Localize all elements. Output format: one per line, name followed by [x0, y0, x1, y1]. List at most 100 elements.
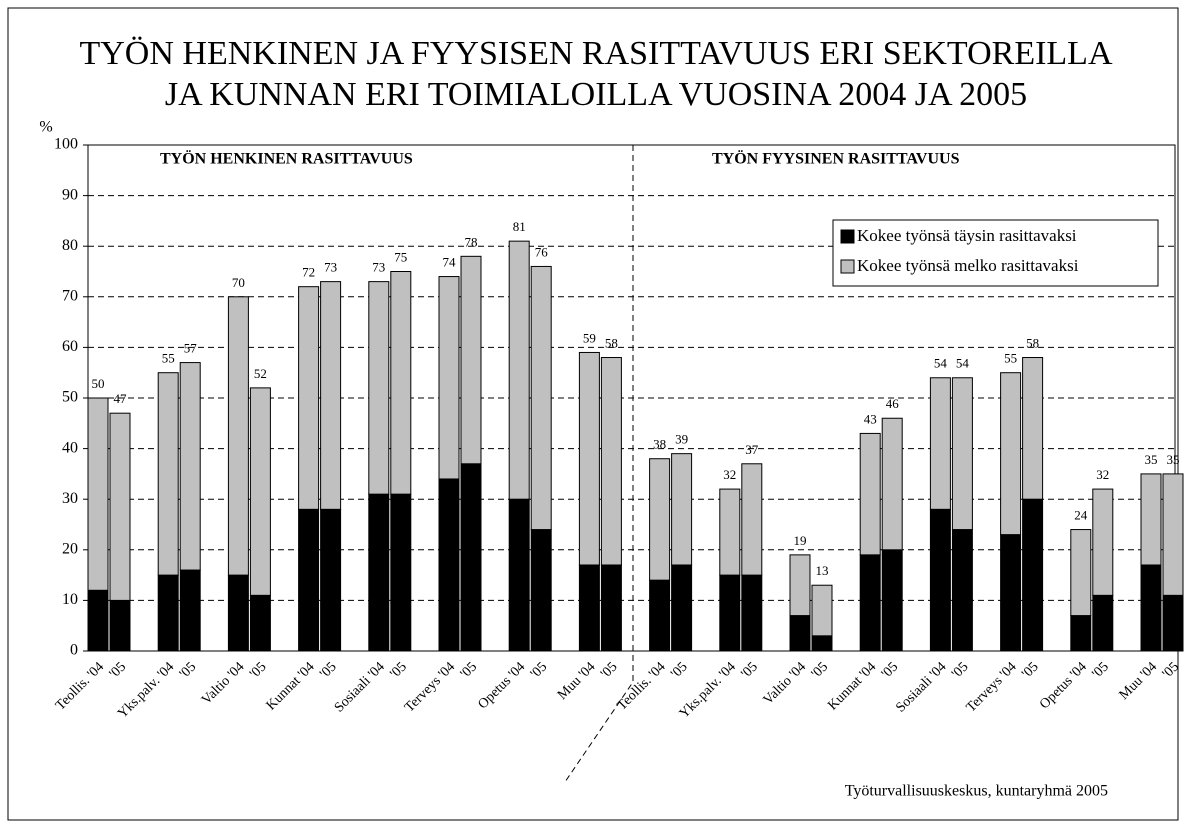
data-label: 74: [443, 255, 457, 270]
bar-segment: [227, 296, 249, 576]
x-tick-label: '05: [1019, 659, 1041, 681]
y-tick-label: 60: [62, 338, 78, 355]
bar-segment: [320, 508, 342, 652]
bar-segment: [951, 377, 973, 531]
bar-segment: [109, 599, 131, 652]
x-tick-label: Kunnat '04: [264, 659, 318, 713]
bar-segment: [530, 265, 552, 531]
y-tick-label: 10: [62, 591, 78, 608]
bar-segment: [390, 493, 412, 652]
data-label: 58: [1026, 336, 1039, 351]
y-tick-label: 30: [62, 490, 78, 507]
bar-segment: [578, 351, 600, 566]
chart-title: TYÖN HENKINEN JA FYYSISEN RASITTAVUUS ER…: [79, 35, 1112, 72]
x-tick-label: '05: [879, 659, 901, 681]
x-tick-label: '05: [458, 659, 480, 681]
y-tick-label: 50: [62, 389, 78, 406]
x-tick-label: Opetus '04: [475, 659, 528, 712]
bar-segment: [1140, 564, 1162, 652]
bar-segment: [741, 463, 763, 576]
legend-label: Kokee työnsä melko rasittavaksi: [857, 256, 1079, 275]
bar-segment: [249, 387, 271, 596]
data-label: 57: [184, 341, 198, 356]
bar-segment: [811, 635, 833, 652]
x-tick-label: Valtio '04: [199, 659, 247, 707]
bar-segment: [1092, 594, 1114, 652]
data-label: 32: [1096, 467, 1109, 482]
bar-segment: [1000, 372, 1022, 536]
y-tick-label: 20: [62, 540, 78, 557]
data-label: 55: [162, 351, 175, 366]
bar-segment: [881, 549, 903, 652]
y-tick-label: 70: [62, 287, 78, 304]
bar-segment: [157, 372, 179, 576]
bar-segment: [600, 357, 622, 566]
bar-segment: [789, 554, 811, 617]
x-tick-label: '05: [668, 659, 690, 681]
bar-segment: [811, 584, 833, 637]
bar-segment: [320, 281, 342, 510]
bar-segment: [578, 564, 600, 652]
x-tick-label: Teollis. '04: [53, 659, 107, 713]
bar-segment: [1162, 473, 1184, 596]
bar-segment: [368, 493, 390, 652]
data-label: 13: [816, 563, 829, 578]
bar-segment: [929, 508, 951, 652]
data-label: 73: [372, 260, 385, 275]
legend-label: Kokee työnsä täysin rasittavaksi: [857, 226, 1077, 245]
x-tick-label: Sosiaali '04: [893, 659, 949, 715]
y-tick-label: 100: [54, 136, 78, 153]
legend-swatch: [840, 259, 855, 274]
x-tick-label: '05: [949, 659, 971, 681]
y-axis-label: %: [39, 119, 52, 136]
data-label: 58: [605, 336, 618, 351]
bar-segment: [1000, 534, 1022, 652]
data-label: 50: [92, 376, 105, 391]
bar-segment: [227, 574, 249, 652]
x-tick-label: Teollis. '04: [615, 659, 669, 713]
data-label: 73: [324, 260, 337, 275]
x-tick-label: '05: [388, 659, 410, 681]
bar-segment: [157, 574, 179, 652]
x-tick-label: Terveys '04: [964, 659, 1020, 715]
bar-segment: [508, 240, 530, 500]
legend-swatch: [840, 229, 855, 244]
x-tick-label: '05: [809, 659, 831, 681]
x-tick-label: '05: [107, 659, 129, 681]
bar-segment: [249, 594, 271, 652]
x-tick-label: '05: [247, 659, 269, 681]
data-label: 46: [886, 396, 900, 411]
bar-segment: [600, 564, 622, 652]
data-label: 38: [653, 437, 666, 452]
data-label: 24: [1074, 508, 1088, 523]
bar-segment: [1140, 473, 1162, 566]
bar-segment: [859, 432, 881, 556]
x-tick-label: Muu '04: [555, 659, 598, 702]
x-tick-label: '05: [739, 659, 761, 681]
bar-segment: [438, 276, 460, 480]
x-tick-label: '05: [598, 659, 620, 681]
data-label: 47: [114, 391, 128, 406]
data-label: 81: [513, 219, 526, 234]
x-tick-label: Valtio '04: [761, 659, 809, 707]
x-tick-label: '05: [528, 659, 550, 681]
bar-segment: [1070, 615, 1092, 652]
bar-segment: [508, 498, 530, 652]
legend-box: [832, 219, 1159, 287]
x-tick-label: '05: [317, 659, 339, 681]
bar-segment: [649, 579, 671, 652]
bar-segment: [298, 286, 320, 510]
bar-segment: [951, 529, 973, 652]
x-tick-label: Kunnat '04: [825, 659, 879, 713]
x-tick-label: Sosiaali '04: [332, 659, 388, 715]
x-tick-label: Muu '04: [1117, 659, 1160, 702]
bar-segment: [789, 615, 811, 652]
panel-title: TYÖN HENKINEN RASITTAVUUS: [160, 150, 413, 168]
bar-segment: [741, 574, 763, 652]
data-label: 76: [535, 244, 549, 259]
bar-segment: [179, 569, 201, 652]
bar-segment: [671, 564, 693, 652]
y-tick-label: 0: [70, 642, 78, 659]
bar-segment: [1162, 594, 1184, 652]
